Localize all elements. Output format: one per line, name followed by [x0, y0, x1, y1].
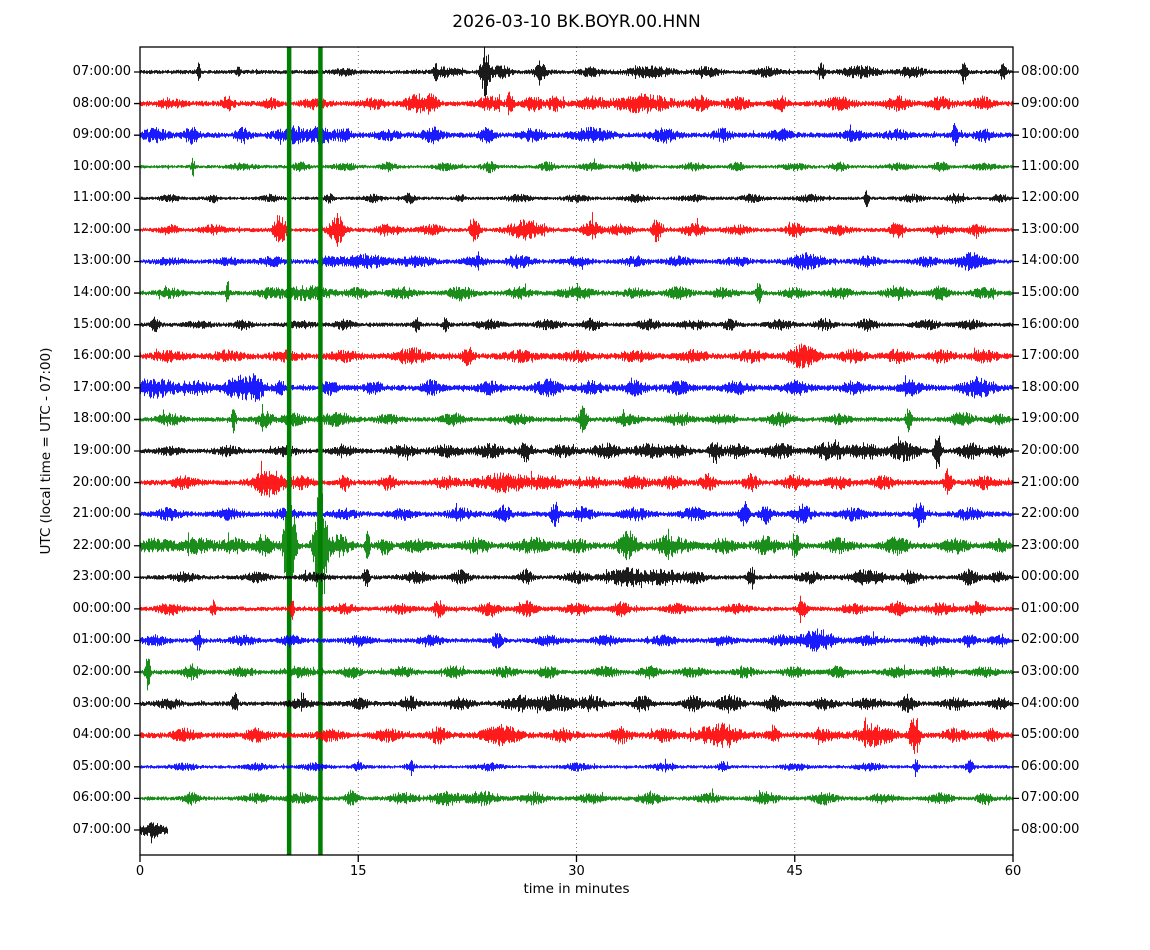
utc-time-label-left: 07:00:00 [72, 821, 131, 837]
local-time-label-right: 08:00:00 [1021, 64, 1080, 79]
x-tick-label: 0 [135, 864, 145, 879]
local-time-label-right: 04:00:00 [1021, 695, 1080, 711]
local-time-label-right: 22:00:00 [1021, 506, 1080, 522]
local-time-label-right: 02:00:00 [1021, 632, 1080, 648]
local-time-label-right: 10:00:00 [1021, 127, 1080, 143]
utc-time-label-left: 13:00:00 [72, 253, 131, 269]
local-time-label-right: 23:00:00 [1021, 537, 1080, 553]
utc-time-label-left: 03:00:00 [72, 695, 131, 711]
local-time-label-right: 05:00:00 [1021, 727, 1080, 743]
x-tick-label: 30 [568, 864, 585, 879]
local-time-label-right: 01:00:00 [1021, 600, 1080, 616]
local-time-label-right: 19:00:00 [1021, 411, 1080, 427]
utc-time-label-left: 18:00:00 [72, 411, 131, 427]
local-time-label-right: 00:00:00 [1021, 569, 1080, 585]
utc-time-label-left: 15:00:00 [72, 316, 131, 332]
utc-time-label-left: 10:00:00 [72, 158, 131, 174]
local-time-label-right: 18:00:00 [1021, 379, 1080, 395]
local-time-label-right: 09:00:00 [1021, 95, 1080, 111]
utc-time-label-left: 23:00:00 [72, 569, 131, 585]
local-time-label-right: 12:00:00 [1021, 190, 1080, 206]
utc-time-label-left: 09:00:00 [72, 127, 131, 143]
utc-time-label-left: 07:00:00 [72, 64, 131, 79]
utc-time-label-left: 21:00:00 [72, 506, 131, 522]
utc-time-label-left: 06:00:00 [72, 790, 131, 806]
utc-time-label-left: 02:00:00 [72, 664, 131, 680]
local-time-label-right: 06:00:00 [1021, 758, 1080, 774]
local-time-label-right: 03:00:00 [1021, 664, 1080, 680]
local-time-label-right: 14:00:00 [1021, 253, 1080, 269]
utc-time-label-left: 00:00:00 [72, 600, 131, 616]
utc-time-label-left: 22:00:00 [72, 537, 131, 553]
local-time-label-right: 20:00:00 [1021, 442, 1080, 458]
x-axis-label: time in minutes [523, 881, 630, 897]
local-time-label-right: 16:00:00 [1021, 316, 1080, 332]
utc-time-label-left: 16:00:00 [72, 348, 131, 364]
local-time-label-right: 13:00:00 [1021, 221, 1080, 237]
x-tick-label: 45 [786, 864, 804, 879]
x-tick-label: 15 [349, 864, 367, 879]
utc-time-label-left: 12:00:00 [72, 221, 131, 237]
local-time-label-right: 15:00:00 [1021, 285, 1080, 301]
utc-time-label-left: 04:00:00 [72, 727, 131, 743]
utc-time-label-left: 08:00:00 [72, 95, 131, 111]
local-time-label-right: 08:00:00 [1021, 821, 1080, 837]
utc-time-label-left: 17:00:00 [72, 379, 131, 395]
local-time-label-right: 17:00:00 [1021, 348, 1080, 364]
x-tick-label: 60 [1004, 864, 1022, 879]
chart-title: 2026-03-10 BK.BOYR.00.HNN [452, 12, 701, 32]
local-time-label-right: 11:00:00 [1021, 158, 1080, 174]
utc-time-label-left: 20:00:00 [72, 474, 131, 490]
utc-time-label-left: 14:00:00 [72, 285, 131, 301]
local-time-label-right: 21:00:00 [1021, 474, 1080, 490]
local-time-label-right: 07:00:00 [1021, 790, 1080, 806]
utc-time-label-left: 11:00:00 [72, 190, 131, 206]
utc-time-label-left: 05:00:00 [72, 758, 131, 774]
utc-time-label-left: 19:00:00 [72, 442, 131, 458]
utc-time-label-left: 01:00:00 [72, 632, 131, 648]
